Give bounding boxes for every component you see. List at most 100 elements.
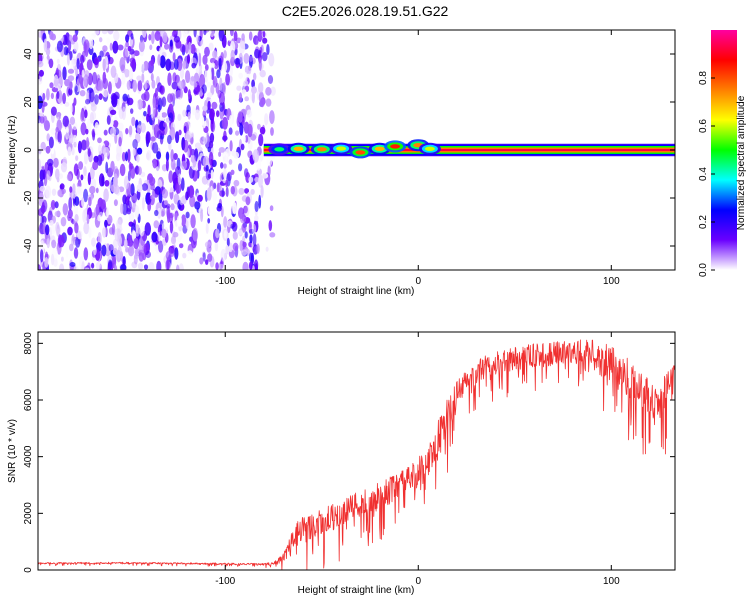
noise-cell [239, 38, 245, 49]
noise-cell [258, 174, 263, 188]
noise-cell [243, 80, 249, 86]
x-tick-label: 100 [603, 276, 620, 287]
noise-cell [161, 228, 167, 238]
noise-cell [270, 127, 274, 136]
noise-cell [202, 105, 208, 112]
noise-cell [154, 30, 161, 42]
noise-cell [269, 110, 275, 125]
noise-cell [126, 200, 132, 212]
noise-cell [81, 261, 85, 270]
noise-cell [74, 222, 79, 234]
noise-cell [265, 98, 272, 107]
noise-cell [71, 235, 75, 247]
noise-cell [204, 241, 211, 248]
noise-cell [170, 149, 174, 162]
noise-cell [75, 68, 79, 77]
x-tick-label: 0 [415, 576, 421, 587]
noise-cell [187, 111, 191, 120]
noise-cell [99, 211, 104, 218]
noise-cell [55, 168, 60, 180]
noise-cell [136, 124, 142, 133]
spectrogram-y-label: Frequency (Hz) [7, 116, 18, 185]
noise-cell [225, 186, 229, 198]
x-tick-label: -100 [215, 276, 235, 287]
noise-cell [101, 30, 108, 35]
noise-cell [227, 171, 232, 182]
noise-cell [219, 92, 225, 106]
noise-cell [50, 92, 55, 100]
noise-cell [75, 30, 79, 36]
noise-cell [188, 185, 195, 199]
noise-cell [137, 99, 144, 110]
noise-cell [212, 50, 218, 59]
noise-cell [218, 57, 222, 71]
noise-cell [74, 196, 80, 207]
noise-cell [185, 211, 190, 219]
noise-cell [216, 110, 220, 118]
noise-cell [76, 230, 83, 240]
noise-cell [270, 86, 276, 96]
noise-cell [252, 149, 260, 163]
noise-cell [95, 203, 100, 217]
noise-cell [132, 202, 137, 209]
noise-cell [192, 106, 196, 116]
noise-cell [157, 231, 161, 242]
noise-cell [171, 30, 178, 38]
noise-cell [241, 89, 247, 95]
noise-cell [216, 182, 220, 193]
noise-cell [65, 127, 70, 140]
noise-cell [209, 132, 215, 143]
noise-cell [211, 66, 215, 81]
snr-y-ticks: 0 2000 4000 6000 8000 [23, 332, 675, 573]
y-tick-label: 8000 [23, 332, 34, 355]
noise-cell [249, 261, 253, 270]
noise-cell [73, 247, 79, 259]
noise-cell [141, 73, 145, 83]
noise-cell [123, 48, 128, 61]
noise-cell [229, 140, 233, 152]
snr-frame [37, 331, 676, 571]
noise-cell [49, 219, 54, 226]
noise-cell [173, 35, 180, 43]
noise-cell [251, 223, 257, 234]
noise-cell [92, 71, 98, 85]
noise-cell [177, 113, 182, 121]
noise-cell [38, 69, 45, 77]
noise-cell [246, 109, 252, 118]
noise-cell [48, 136, 54, 149]
noise-cell [81, 197, 85, 208]
noise-cell [260, 185, 264, 198]
noise-cell [207, 205, 214, 216]
signal-blob [349, 146, 372, 159]
noise-cell [230, 169, 235, 175]
noise-cell [248, 31, 253, 41]
noise-cell [241, 249, 248, 256]
noise-cell [202, 252, 206, 262]
noise-cell [168, 112, 174, 122]
colorbar-ticks: 0.0 0.2 0.4 0.6 0.8 [698, 71, 715, 277]
noise-cell [150, 30, 155, 45]
noise-cell [43, 38, 48, 52]
noise-cell [40, 249, 44, 263]
noise-cell [74, 214, 79, 223]
noise-cell [38, 145, 42, 156]
noise-cell [83, 41, 87, 54]
noise-cell [152, 141, 159, 154]
noise-cell [38, 31, 42, 38]
noise-cell [169, 220, 174, 234]
colorbar-bar [711, 30, 737, 270]
noise-cell [107, 178, 112, 190]
noise-cell [50, 224, 56, 235]
noise-cell [179, 43, 186, 53]
noise-cell [258, 57, 262, 71]
noise-cell [120, 203, 124, 214]
noise-cell [41, 201, 45, 215]
noise-cell [53, 74, 59, 89]
noise-cell [208, 151, 214, 166]
noise-cell [110, 126, 117, 137]
noise-cell [92, 160, 99, 171]
noise-cell [83, 188, 89, 203]
spectrogram-signal-band [263, 139, 675, 159]
y-tick-label: 20 [23, 96, 34, 108]
noise-cell [242, 135, 246, 143]
